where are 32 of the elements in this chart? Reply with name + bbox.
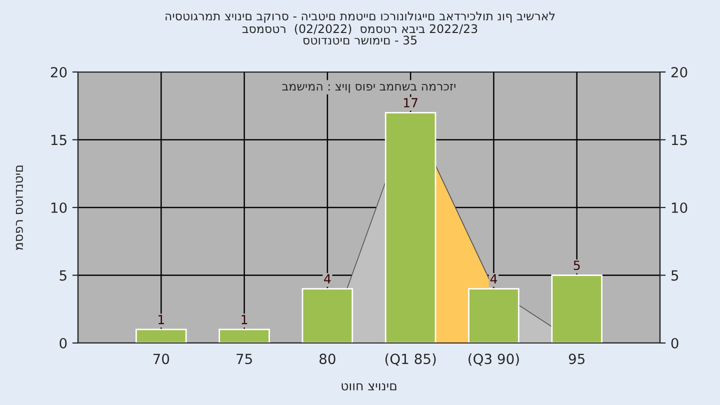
- bar: [551, 274, 602, 343]
- bar: [468, 288, 520, 343]
- x-tick-label: (Q3 90): [468, 353, 519, 366]
- y2-tick-label: 15: [672, 134, 687, 146]
- data-label: 1: [158, 314, 164, 324]
- bar: [136, 328, 187, 343]
- y2-tick-label: 5: [671, 270, 678, 281]
- x-axis-title: טווח ציונים: [342, 383, 396, 390]
- annotation: במשימה : ציון סופי במחשב המרכזי: [282, 84, 456, 93]
- x-tick-label: 80: [320, 354, 336, 364]
- y-tick-label: 20: [50, 66, 67, 78]
- data-label: 1: [242, 314, 248, 324]
- data-label: 17: [404, 98, 418, 108]
- bar: [302, 288, 354, 343]
- y-tick-label: 10: [51, 202, 67, 213]
- y2-tick-label: 20: [671, 66, 688, 78]
- y-tick-label: 15: [51, 134, 66, 146]
- y-tick-label: 5: [60, 270, 66, 281]
- y2-tick-label: 10: [672, 202, 688, 213]
- y-axis-title: מספר סטודנטים: [16, 166, 23, 250]
- bar: [218, 328, 270, 343]
- data-label: 5: [574, 260, 580, 270]
- x-tick-label: 70: [153, 354, 170, 364]
- y2-tick-label: 0: [671, 338, 678, 348]
- x-tick-label: 95: [568, 354, 584, 364]
- data-label: 4: [490, 274, 497, 284]
- x-tick-label: (Q1 85): [385, 353, 436, 366]
- x-tick-label: 75: [236, 354, 252, 364]
- y-tick-label: 0: [60, 338, 67, 348]
- chart-title: היסטוגרמת ציונים בקורס - היבטים תמטיים וכרונולוגיים באדריכלות נוף בישראל: [166, 12, 555, 23]
- chart-subtitle: בסמסטר (02/2022) סמסטר אביב 2022/23 סטודנטים רשומים - 35: [242, 24, 478, 45]
- data-label: 4: [324, 274, 331, 284]
